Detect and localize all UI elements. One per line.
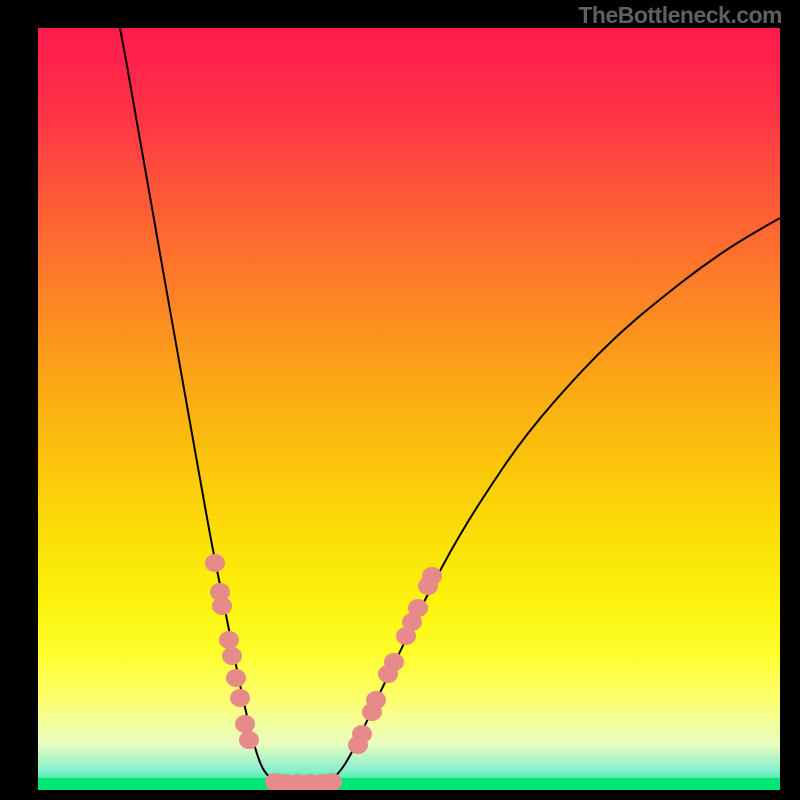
marker-left	[222, 647, 242, 665]
marker-right	[422, 567, 442, 585]
watermark-text: TheBottleneck.com	[578, 2, 782, 29]
green-band	[38, 778, 780, 790]
marker-right	[408, 599, 428, 617]
marker-right	[366, 691, 386, 709]
marker-bottom	[322, 773, 342, 791]
marker-right	[384, 653, 404, 671]
marker-left	[230, 689, 250, 707]
marker-left	[239, 731, 259, 749]
chart-container: { "watermark": "TheBottleneck.com", "cha…	[0, 0, 800, 800]
marker-left	[226, 669, 246, 687]
marker-left	[219, 631, 239, 649]
bottleneck-curve-chart	[0, 0, 800, 800]
marker-right	[352, 725, 372, 743]
marker-left	[235, 715, 255, 733]
plot-background	[38, 28, 780, 790]
marker-left	[205, 554, 225, 572]
marker-left	[212, 597, 232, 615]
